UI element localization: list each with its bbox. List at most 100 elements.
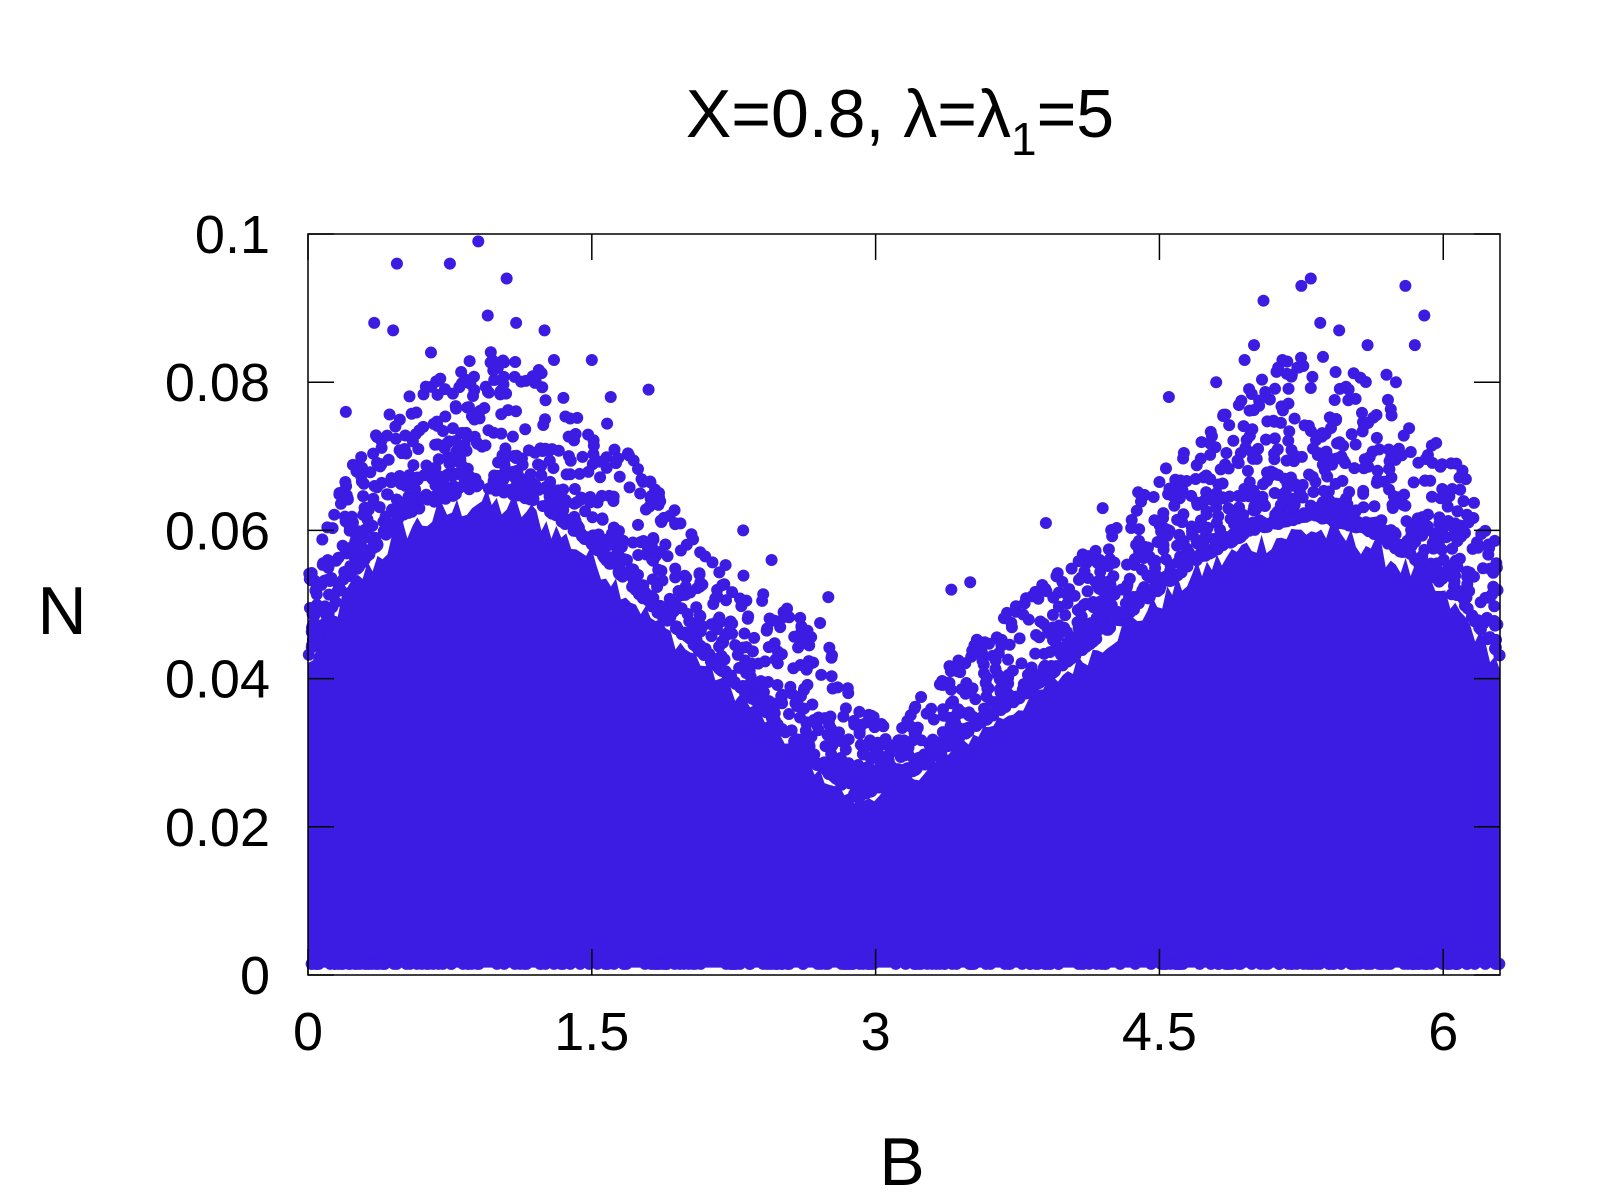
scatter-point	[1328, 394, 1341, 407]
scatter-outlier	[1389, 376, 1402, 389]
scatter-point	[805, 730, 818, 743]
scatter-point	[1268, 432, 1281, 445]
scatter-point	[794, 611, 807, 624]
scatter-point	[1425, 439, 1438, 452]
scatter-point	[500, 387, 513, 400]
scatter-point	[1409, 553, 1422, 566]
scatter-point	[1047, 621, 1060, 634]
scatter-point	[1302, 509, 1315, 522]
scatter-point	[405, 495, 418, 508]
scatter-point	[1306, 370, 1319, 383]
scatter-point	[1425, 490, 1438, 503]
scatter-point	[419, 380, 432, 393]
scatter-point	[1264, 469, 1277, 482]
scatter-point	[1220, 447, 1233, 460]
scatter-point	[1371, 464, 1384, 477]
scatter-point	[395, 447, 408, 460]
scatter-point	[405, 407, 418, 420]
scatter-point	[1173, 528, 1186, 541]
scatter-point	[462, 401, 475, 414]
scatter-point	[1362, 416, 1375, 429]
scatter-point	[1261, 520, 1274, 533]
scatter-point	[510, 449, 523, 462]
scatter-outlier	[390, 257, 403, 270]
scatter-point	[1313, 500, 1326, 513]
scatter-point	[724, 669, 737, 682]
scatter-point	[353, 560, 366, 573]
scatter-point	[1354, 371, 1367, 384]
scatter-point	[1234, 957, 1247, 970]
scatter-point	[796, 957, 809, 970]
scatter-point	[428, 495, 441, 508]
scatter-point	[646, 553, 659, 566]
scatter-point	[646, 573, 659, 586]
y-tick-label: 0.04	[165, 650, 270, 710]
scatter-point	[371, 957, 384, 970]
scatter-point	[711, 614, 724, 627]
scatter-point	[381, 520, 394, 533]
scatter-point	[1407, 476, 1420, 489]
scatter-point	[1121, 558, 1134, 571]
scatter-point	[1349, 957, 1362, 970]
scatter-point	[925, 702, 938, 715]
scatter-point	[1243, 404, 1256, 417]
scatter-point	[835, 957, 848, 970]
scatter-point	[550, 489, 563, 502]
scatter-point	[1129, 957, 1142, 970]
x-tick-label: 4.5	[1122, 1002, 1197, 1062]
scatter-point	[1059, 609, 1072, 622]
scatter-point	[536, 381, 549, 394]
chart-title: X=0.8, λ=λ1=5	[686, 76, 1114, 165]
scatter-point	[1237, 508, 1250, 521]
scatter-point	[1273, 957, 1286, 970]
scatter-point	[1409, 521, 1422, 534]
scatter-point	[1419, 474, 1432, 487]
scatter-point	[889, 957, 902, 970]
scatter-point	[704, 655, 717, 668]
scatter-point	[661, 550, 674, 563]
scatter-point	[1047, 634, 1060, 647]
scatter-point	[1275, 515, 1288, 528]
scatter-point	[1349, 438, 1362, 451]
scatter-point	[669, 571, 682, 584]
scatter-point	[1037, 617, 1050, 630]
scatter-point	[807, 714, 820, 727]
scatter-point	[596, 513, 609, 526]
scatter-outlier	[964, 576, 977, 589]
scatter-point	[1451, 505, 1464, 518]
scatter-point	[1288, 412, 1301, 425]
y-tick-label: 0.02	[165, 798, 270, 858]
scatter-point	[428, 473, 441, 486]
scatter-point	[1306, 470, 1319, 483]
scatter-point	[1123, 572, 1136, 585]
scatter-point	[645, 595, 658, 608]
scatter-point	[326, 601, 339, 614]
scatter-point	[1275, 400, 1288, 413]
y-tick-label: 0	[240, 946, 270, 1006]
scatter-point	[659, 538, 672, 551]
scatter-point	[1436, 458, 1449, 471]
scatter-point	[669, 518, 682, 531]
scatter-point	[1392, 442, 1405, 455]
scatter-point	[1194, 514, 1207, 527]
scatter-point	[1481, 611, 1494, 624]
scatter-outlier	[1408, 339, 1421, 352]
scatter-point	[495, 408, 508, 421]
scatter-outlier	[1295, 279, 1308, 292]
scatter-point	[746, 645, 759, 658]
scatter-point	[1029, 647, 1042, 660]
scatter-outlier	[604, 391, 617, 404]
y-tick-label: 0.06	[165, 501, 270, 561]
scatter-point	[308, 575, 321, 588]
scatter-point	[1212, 957, 1225, 970]
scatter-point	[338, 571, 351, 584]
scatter-point	[1310, 433, 1323, 446]
scatter-point	[488, 373, 501, 386]
scatter-point	[1451, 561, 1464, 574]
scatter-point	[853, 775, 866, 788]
scatter-point	[769, 957, 782, 970]
scatter-point	[486, 354, 499, 367]
scatter-outlier	[1257, 294, 1270, 307]
scatter-point	[1006, 690, 1019, 703]
scatter-point	[482, 386, 495, 399]
